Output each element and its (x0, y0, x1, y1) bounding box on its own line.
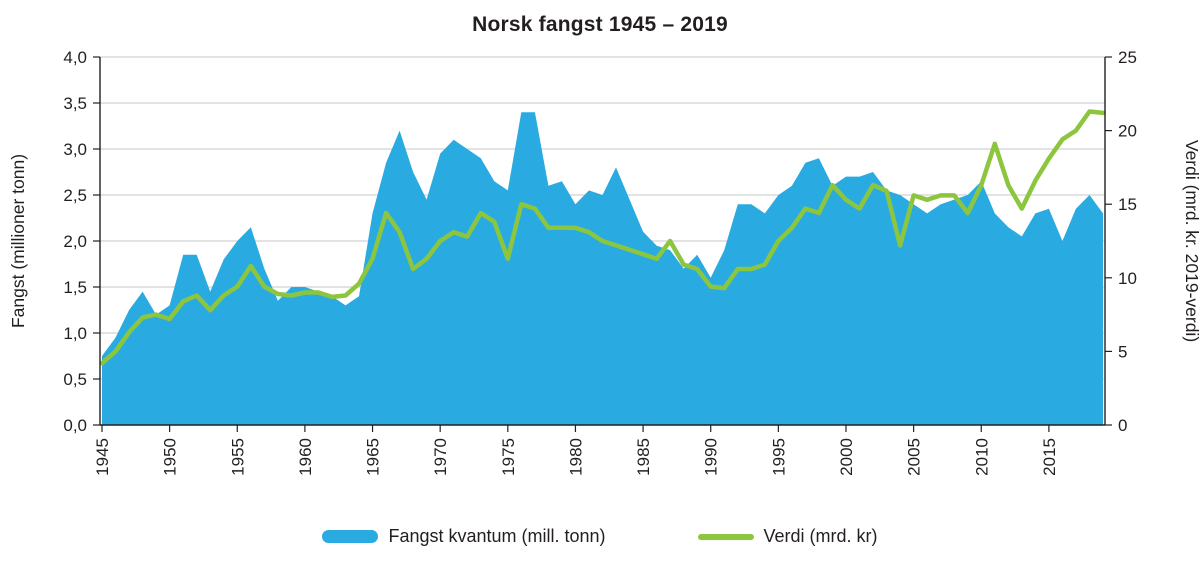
tick-labels-layer: 0,0 0,5 1,0 1,5 2,0 2,5 3,0 3,5 4,0 0 5 10 15 20 25 194… (63, 48, 1137, 476)
y-left-tick-label: 2,0 (63, 232, 87, 251)
fangst-area-swatch-icon (322, 530, 379, 543)
x-tick-label: 1980 (566, 438, 585, 476)
legend-item-verdi: Verdi (mrd. kr) (697, 526, 878, 547)
verdi-line (99, 109, 1106, 366)
y-left-tick-label: 0,5 (63, 370, 87, 389)
x-tick-label: 1975 (499, 438, 518, 476)
y-right-tick-label: 0 (1118, 416, 1127, 435)
y-left-tick-label: 2,5 (63, 186, 87, 205)
y-left-tick-label: 1,0 (63, 324, 87, 343)
x-tick-label: 1990 (702, 438, 721, 476)
x-tick-label: 2015 (1040, 438, 1059, 476)
verdi-line-swatch-icon (697, 533, 754, 540)
y-left-tick-label: 0,0 (63, 416, 87, 435)
x-tick-label: 2005 (905, 438, 924, 476)
y-right-tick-label: 5 (1118, 342, 1127, 361)
legend-label-verdi: Verdi (mrd. kr) (763, 526, 878, 546)
chart-title: Norsk fangst 1945 – 2019 (472, 13, 728, 36)
y-left-tick-label: 3,5 (63, 94, 87, 113)
y-right-tick-label: 25 (1118, 48, 1137, 67)
left-axis-label: Fangst (millioner tonn) (8, 154, 28, 328)
x-tick-label: 1995 (769, 438, 788, 476)
x-tick-label: 1970 (431, 438, 450, 476)
x-tick-label: 1985 (634, 438, 653, 476)
y-right-tick-label: 15 (1118, 195, 1137, 214)
right-axis-label: Verdi (mrd. kr. 2019-verdi) (1182, 140, 1200, 342)
x-tick-label: 1965 (364, 438, 383, 476)
chart-plot: 0,0 0,5 1,0 1,5 2,0 2,5 3,0 3,5 4,0 0 5 10 15 20 25 194… (8, 48, 1200, 476)
y-right-tick-label: 20 (1118, 122, 1137, 141)
x-tick-label: 1955 (228, 438, 247, 476)
legend-label-fangst: Fangst kvantum (mill. tonn) (388, 526, 606, 546)
y-left-tick-label: 1,5 (63, 278, 87, 297)
y-left-tick-label: 3,0 (63, 140, 87, 159)
fangst-area (102, 112, 1103, 425)
series-layer (99, 109, 1106, 425)
y-left-tick-label: 4,0 (63, 48, 87, 67)
x-tick-label: 2010 (972, 438, 991, 476)
y-right-tick-label: 10 (1118, 269, 1137, 288)
x-tick-label: 1950 (161, 438, 180, 476)
axes-layer (93, 56, 1112, 432)
x-tick-label: 1945 (93, 438, 112, 476)
legend: Fangst kvantum (mill. tonn) Verdi (mrd. … (0, 526, 1200, 547)
legend-item-fangst: Fangst kvantum (mill. tonn) (322, 526, 606, 547)
x-tick-label: 2000 (837, 438, 856, 476)
x-tick-label: 1960 (296, 438, 315, 476)
